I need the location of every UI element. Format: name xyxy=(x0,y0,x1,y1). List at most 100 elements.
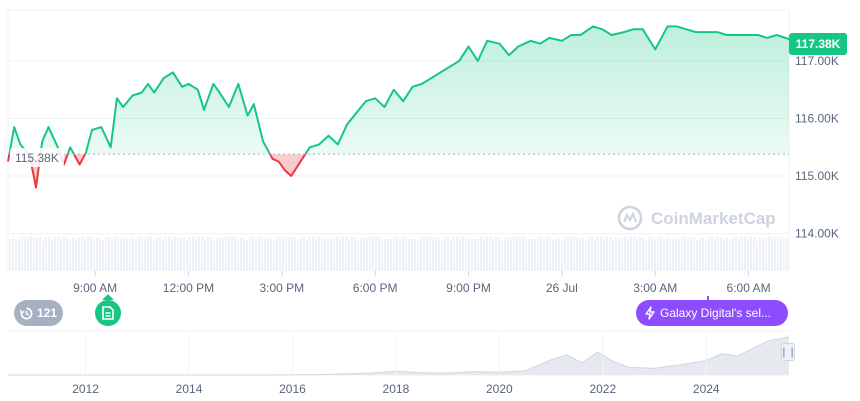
volume-bar xyxy=(267,237,269,271)
volume-bar xyxy=(513,236,515,271)
volume-bar xyxy=(621,238,623,271)
volume-bar xyxy=(165,236,167,271)
volume-bar xyxy=(657,236,659,271)
volume-bar xyxy=(219,238,221,271)
volume-bar xyxy=(81,236,83,271)
navigator-overview[interactable] xyxy=(8,336,790,376)
volume-bar xyxy=(291,237,293,271)
volume-bar xyxy=(576,237,578,271)
volume-bar xyxy=(774,237,776,271)
volume-bar xyxy=(342,236,344,271)
volume-bar xyxy=(591,237,593,271)
volume-bar xyxy=(711,236,713,271)
volume-bar xyxy=(447,237,449,271)
history-count: 121 xyxy=(36,306,58,320)
volume-bar xyxy=(588,238,590,271)
volume-bar xyxy=(402,236,404,271)
volume-bar xyxy=(516,237,518,271)
volume-bar xyxy=(702,237,704,271)
volume-bar xyxy=(714,238,716,271)
volume-bar xyxy=(423,237,425,271)
overview-tick-label: 2022 xyxy=(589,382,616,396)
volume-bar xyxy=(489,236,491,271)
volume-bar xyxy=(642,238,644,271)
volume-bar xyxy=(783,238,785,271)
volume-bar xyxy=(597,236,599,271)
volume-bar xyxy=(693,236,695,271)
volume-bar xyxy=(285,236,287,271)
volume-bar xyxy=(144,238,146,271)
news-title: Galaxy Digital's sel... xyxy=(660,306,771,320)
news-event-button[interactable]: Galaxy Digital's sel... xyxy=(636,300,788,326)
y-tick-label: 115.00K xyxy=(795,169,839,183)
volume-bar xyxy=(141,236,143,271)
volume-bar xyxy=(441,240,443,271)
volume-bar xyxy=(507,237,509,271)
current-price-label: 117.38K xyxy=(795,37,841,51)
volume-bar xyxy=(216,237,218,271)
x-tick-label: 3:00 AM xyxy=(633,281,677,295)
volume-bar xyxy=(765,238,767,271)
volume-bar xyxy=(411,237,413,271)
current-price-badge: 117.38K xyxy=(789,33,847,55)
volume-bar xyxy=(582,237,584,271)
volume-bar xyxy=(159,238,161,271)
volume-bar xyxy=(114,236,116,271)
overview-line xyxy=(8,336,790,376)
volume-bar xyxy=(777,236,779,271)
volume-bar xyxy=(471,237,473,271)
navigator-handle[interactable]: ❙❙ xyxy=(781,343,795,361)
volume-bar xyxy=(387,237,389,271)
volume-bar xyxy=(615,237,617,271)
volume-bar xyxy=(543,238,545,271)
volume-bar xyxy=(78,238,80,271)
volume-bar xyxy=(99,238,101,271)
volume-bar xyxy=(357,240,359,271)
volume-bar xyxy=(633,236,635,271)
volume-bar xyxy=(156,237,158,271)
volume-bar xyxy=(246,240,248,271)
volume-bar xyxy=(450,239,452,271)
document-event-button[interactable] xyxy=(95,300,121,326)
grip-icon: ❙❙ xyxy=(782,347,794,358)
volume-bar xyxy=(243,238,245,271)
x-tick-label: 6:00 AM xyxy=(727,281,771,295)
history-icon xyxy=(19,307,33,319)
volume-bar xyxy=(258,236,260,271)
history-events-button[interactable]: 121 xyxy=(14,300,63,326)
volume-bar xyxy=(249,237,251,271)
volume-bar xyxy=(420,236,422,271)
volume-bar xyxy=(21,236,23,271)
volume-bar xyxy=(264,238,266,271)
volume-bar xyxy=(132,237,134,271)
volume-bar xyxy=(603,238,605,271)
x-axis: 9:00 AM 12:00 PM 3:00 PM 6:00 PM 9:00 PM 26 J… xyxy=(73,271,771,295)
volume-bar xyxy=(333,238,335,271)
volume-bar xyxy=(537,237,539,271)
volume-bar xyxy=(609,237,611,271)
volume-bar xyxy=(504,237,506,271)
volume-bar xyxy=(531,237,533,271)
volume-bar xyxy=(594,238,596,271)
volume-bar xyxy=(681,237,683,271)
volume-bar xyxy=(255,238,257,271)
volume-bar xyxy=(96,237,98,271)
volume-bar xyxy=(552,239,554,271)
volume-bar xyxy=(150,236,152,271)
volume-bar xyxy=(480,236,482,271)
volume-bar xyxy=(147,236,149,271)
volume-bar xyxy=(753,237,755,271)
y-axis: 117.00K 116.00K 115.00K 114.00K xyxy=(795,54,839,241)
volume-bar xyxy=(282,237,284,271)
volume-bar xyxy=(195,238,197,271)
volume-bar xyxy=(699,238,701,271)
volume-bar xyxy=(579,237,581,271)
volume-bar xyxy=(309,236,311,271)
volume-bar xyxy=(210,237,212,271)
volume-bar xyxy=(408,239,410,271)
volume-bar xyxy=(303,237,305,271)
volume-bar xyxy=(207,236,209,271)
volume-bar xyxy=(48,237,50,271)
volume-bar xyxy=(57,236,59,271)
